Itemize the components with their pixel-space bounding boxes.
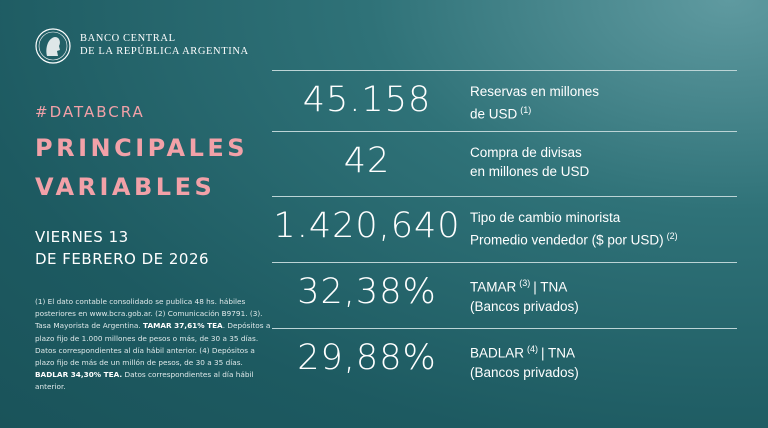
footnote: (1) El dato contable consolidado se publ… [35, 296, 273, 394]
label-line: Tipo de cambio minorista [470, 208, 681, 227]
org-name: DE LA REPÚBLICA ARGENTINA [80, 46, 249, 57]
footnote-text: BADLAR 34,30% TEA. [35, 370, 123, 380]
label-text: TAMAR [470, 279, 517, 295]
divider [272, 131, 737, 132]
footnote-text: (1) El dato contable consolidado se publ… [35, 297, 263, 331]
org-name: BANCO CENTRAL [80, 33, 176, 44]
divider [272, 196, 737, 197]
divider [272, 262, 737, 263]
label-line: Promedio vendedor ($ por USD) (2) [470, 227, 681, 250]
label: BADLAR (4) | TNA (Bancos privados) [470, 340, 579, 382]
value: 29,88% [297, 338, 437, 378]
note-ref: (2) [666, 231, 678, 241]
footnote-text: TAMAR 37,61% TEA [143, 321, 223, 331]
label-text: (Bancos privados) [470, 364, 579, 380]
footnote-text: Datos correspondientes al día hábil ante… [35, 370, 254, 392]
label-text: Compra de divisas [470, 145, 582, 160]
date: DE FEBRERO DE 2026 [35, 250, 210, 268]
logo [35, 28, 71, 64]
label-text: BADLAR [470, 345, 525, 361]
label-line: Compra de divisas [470, 143, 589, 162]
label-line: en millones de USD [470, 162, 589, 181]
label: Tipo de cambio minorista Promedio vendedo… [470, 208, 681, 250]
label-line: (Bancos privados) [470, 297, 579, 316]
label-text: | TNA [541, 345, 576, 361]
note-ref: (4) [527, 344, 539, 354]
label: TAMAR (3) | TNA (Bancos privados) [470, 274, 579, 316]
label-text: de USD [470, 106, 518, 122]
footnote-text: . Depósitos a plazo fijo de 1.000 millon… [35, 321, 271, 368]
label: Reservas en millones de USD (1) [470, 82, 599, 124]
label-text: Promedio vendedor ($ por USD) [470, 232, 664, 248]
label-text: en millones de USD [470, 164, 590, 179]
label-text: Tipo de cambio minorista [470, 210, 621, 225]
label: Compra de divisas en millones de USD [470, 143, 589, 181]
title: PRINCIPALES [35, 134, 249, 162]
note-ref: (1) [520, 105, 532, 115]
divider [272, 328, 737, 329]
label-text: | TNA [533, 279, 568, 295]
label-text: (Bancos privados) [470, 298, 579, 314]
date: VIERNES 13 [35, 228, 129, 246]
value: 32,38% [297, 272, 437, 312]
value: 1.420,640 [273, 206, 461, 246]
label-line: TAMAR (3) | TNA [470, 274, 579, 297]
title: VARIABLES [35, 173, 216, 201]
value: 45.158 [302, 80, 432, 120]
note-ref: (3) [519, 278, 531, 288]
value: 42 [343, 141, 391, 181]
label-line: de USD (1) [470, 101, 599, 124]
label-line: BADLAR (4) | TNA [470, 340, 579, 363]
label-line: (Bancos privados) [470, 363, 579, 382]
label-line: Reservas en millones [470, 82, 599, 101]
divider [272, 70, 737, 71]
hashtag: #DATABCRA [35, 103, 145, 121]
label-text: Reservas en millones [470, 84, 600, 99]
